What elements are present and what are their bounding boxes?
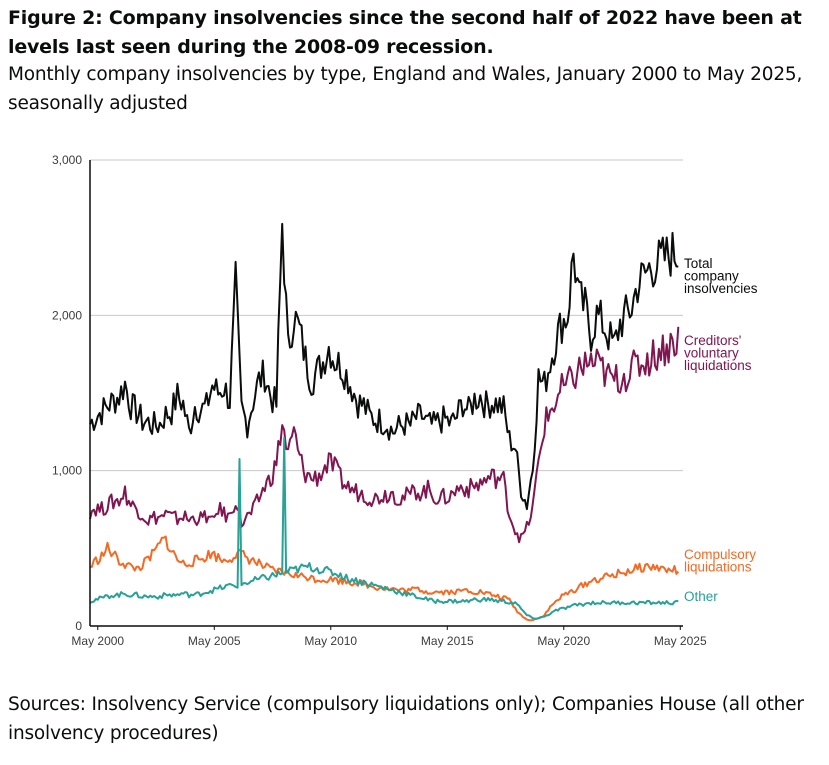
y-tick-label: 2,000 (52, 308, 82, 322)
series-label-line: Other (684, 589, 718, 604)
series-label-line: liquidations (684, 560, 752, 575)
x-tick-label: May 2000 (71, 634, 124, 648)
series-line-creditors-voluntary-liquidations (89, 326, 680, 544)
figure-title: Figure 2: Company insolvencies since the… (8, 7, 802, 58)
y-tick-label: 3,000 (52, 153, 82, 167)
series-label: Creditors' voluntary liquidations (684, 333, 752, 373)
x-tick-label: May 2020 (537, 634, 590, 648)
series-label-line: Compulsory (684, 547, 756, 562)
series-label-line: Creditors' (684, 333, 741, 348)
series-label: Total company insolvencies (684, 256, 758, 296)
series-label-line: Total (684, 256, 713, 271)
line-chart: 0 1,000 2,000 3,000 May 2000 May 2005 May 2010… (52, 153, 758, 648)
source-note: Sources: Insolvency Service (compulsory … (8, 694, 804, 744)
y-tick-label: 1,000 (52, 464, 82, 478)
series-label: Compulsory liquidations (684, 547, 756, 575)
series-label-line: insolvencies (684, 281, 758, 296)
series-label-line: liquidations (684, 358, 752, 373)
x-tick-label: May 2025 (654, 634, 707, 648)
x-tick-label: May 2010 (304, 634, 357, 648)
series-label-line: voluntary (684, 346, 739, 361)
series-line-other (89, 437, 679, 620)
y-tick-label: 0 (75, 619, 82, 633)
x-tick-label: May 2005 (188, 634, 241, 648)
series-label: Other (684, 589, 718, 604)
series-line-compulsory-liquidations (89, 535, 680, 622)
figure-subtitle: Monthly company insolvencies by type, En… (8, 64, 803, 114)
series-label-line: company (684, 269, 739, 284)
x-tick-label: May 2015 (421, 634, 474, 648)
series-line-total-company-insolvencies (89, 222, 679, 511)
